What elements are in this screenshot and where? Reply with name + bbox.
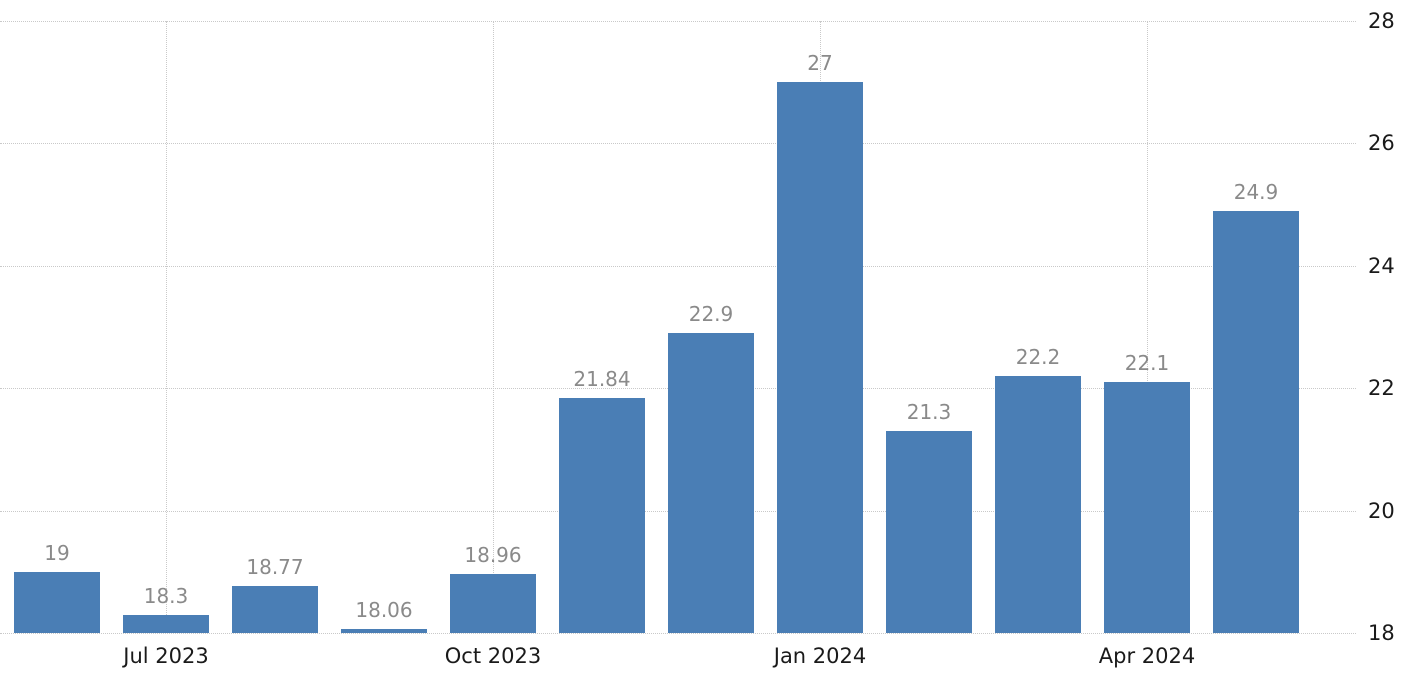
bar (559, 397, 645, 633)
y-axis-tick-label: 20 (1368, 498, 1395, 523)
bar-value-label: 18.06 (355, 598, 413, 623)
v-gridline (493, 21, 494, 633)
bar-value-label: 22.1 (1124, 351, 1170, 376)
bar-value-label: 21.84 (573, 366, 631, 391)
h-gridline (0, 143, 1356, 145)
bar (1213, 210, 1299, 633)
x-axis-tick-label: Oct 2023 (444, 644, 542, 668)
bar (450, 574, 536, 633)
bar-value-label: 18.77 (246, 554, 304, 579)
h-gridline (0, 265, 1356, 267)
y-axis-tick-label: 22 (1368, 376, 1395, 401)
bar (886, 431, 972, 633)
h-gridline (0, 21, 1356, 22)
bar (777, 82, 863, 633)
bar (232, 585, 318, 633)
bar-value-label: 22.2 (1015, 344, 1061, 369)
v-gridline (1147, 21, 1148, 633)
bar (123, 614, 209, 633)
bar-value-label: 22.9 (688, 302, 734, 327)
bar (668, 333, 754, 633)
x-axis-tick-label: Jul 2023 (123, 644, 209, 668)
h-gridline (0, 633, 1356, 634)
bar-value-label: 19 (44, 540, 70, 565)
y-axis-tick-label: 24 (1368, 253, 1395, 278)
y-axis-tick-label: 28 (1368, 9, 1395, 33)
bar-value-label: 18.96 (464, 543, 522, 568)
x-axis-tick-label: Jan 2024 (773, 644, 867, 668)
v-gridline (166, 21, 167, 633)
bar-value-label: 24.9 (1233, 179, 1279, 204)
y-axis-tick-label: 26 (1368, 131, 1395, 156)
y-axis-tick-label: 18 (1368, 621, 1395, 645)
bar-value-label: 21.3 (906, 400, 952, 425)
x-axis-tick-label: Apr 2024 (1098, 644, 1196, 668)
bar (995, 375, 1081, 633)
bar-value-label: 27 (807, 51, 833, 76)
bar (14, 571, 100, 633)
bar-value-label: 18.3 (143, 583, 189, 608)
bar (1104, 382, 1190, 633)
bar (341, 629, 427, 633)
